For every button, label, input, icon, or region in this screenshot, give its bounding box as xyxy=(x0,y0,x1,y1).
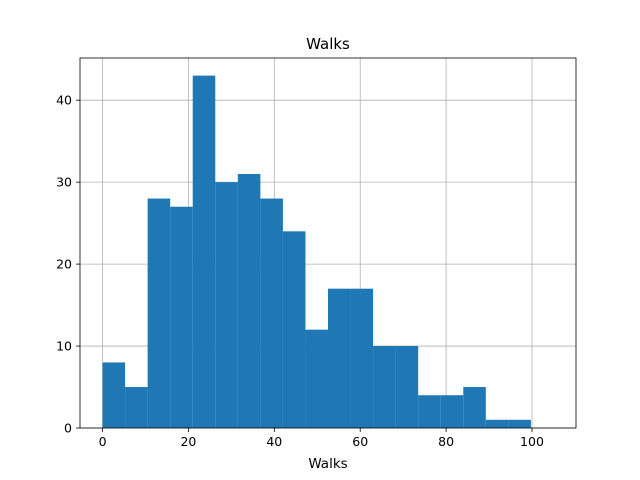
x-tick-label: 80 xyxy=(438,434,454,449)
histogram-bar xyxy=(463,387,486,428)
histogram-bar xyxy=(440,395,464,428)
histogram-bar xyxy=(260,198,283,428)
histogram-bar xyxy=(125,387,148,428)
y-tick-label: 20 xyxy=(56,257,72,272)
x-tick-label: 40 xyxy=(266,434,282,449)
histogram-bar xyxy=(373,346,396,428)
histogram-bar xyxy=(485,419,509,428)
y-tick-label: 0 xyxy=(64,421,72,436)
x-tick-label: 0 xyxy=(99,434,107,449)
y-tick-label: 10 xyxy=(56,339,72,354)
histogram-bar xyxy=(418,395,441,428)
histogram-bar xyxy=(192,75,216,428)
histogram-bar xyxy=(215,182,238,428)
x-tick-label: 100 xyxy=(520,434,544,449)
x-axis-ticks: 0 20 40 60 80 100 xyxy=(99,428,544,449)
x-tick-label: 60 xyxy=(352,434,368,449)
plot-frame xyxy=(79,57,577,429)
x-tick-label: 20 xyxy=(180,434,196,449)
histogram-bars xyxy=(102,75,531,428)
histogram-bar xyxy=(147,198,171,428)
y-tick-label: 30 xyxy=(56,175,72,190)
histogram-bar xyxy=(395,346,419,428)
x-axis-label: Walks xyxy=(308,456,347,472)
histogram-bar xyxy=(350,288,374,428)
histogram-bar xyxy=(237,173,261,428)
y-axis-ticks: 0 10 20 30 40 xyxy=(56,93,80,436)
histogram-bar xyxy=(170,206,193,428)
histogram-bar xyxy=(102,362,126,428)
histogram-bar xyxy=(508,419,531,428)
chart-title: Walks xyxy=(306,35,350,53)
histogram-bar xyxy=(305,329,328,428)
histogram-bar xyxy=(328,288,351,428)
histogram-bar xyxy=(282,231,306,428)
y-tick-label: 40 xyxy=(56,93,72,108)
